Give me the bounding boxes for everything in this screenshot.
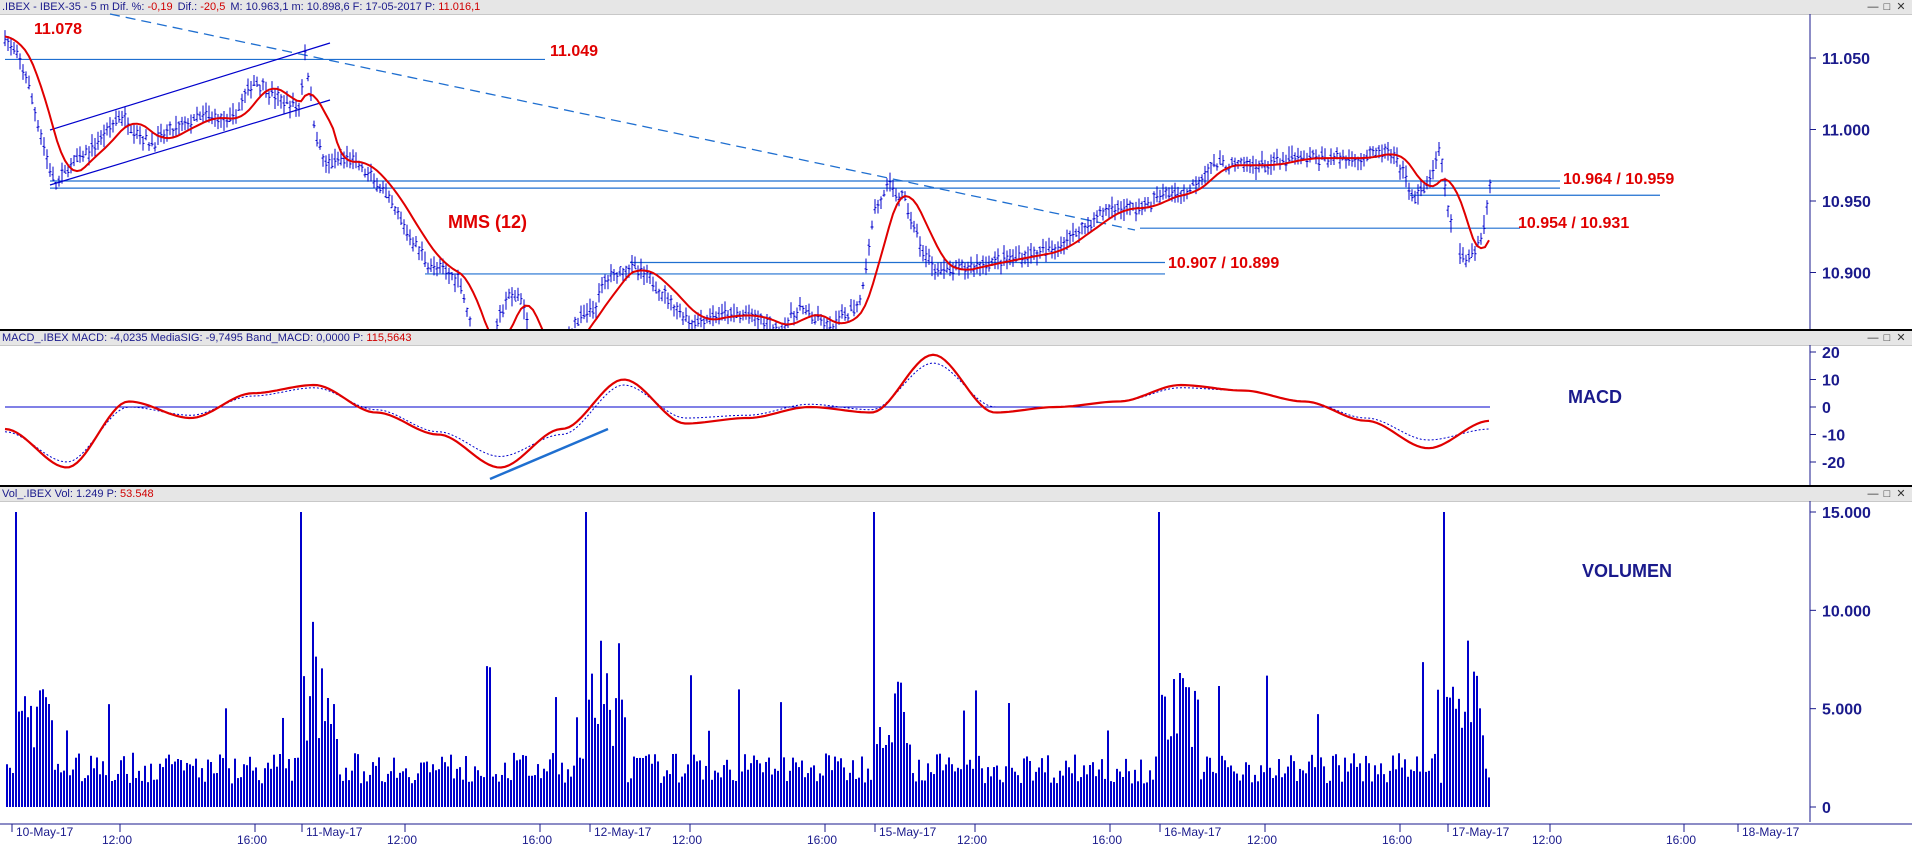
volume-panel: Vol_.IBEX Vol: 1.249 P: 53.548 — □ ✕ 15.00… — [0, 487, 1912, 822]
volume-panel-title: Vol_.IBEX Vol: 1.249 P: 53.548 — □ ✕ — [0, 487, 1912, 502]
macd-trendline — [489, 427, 609, 481]
x-date-label: 15-May-17 — [879, 825, 937, 839]
minimize-icon[interactable]: — — [1867, 488, 1879, 500]
mms-line — [4, 35, 1490, 330]
minimize-icon[interactable]: — — [1867, 332, 1879, 344]
volume-label: VOLUMEN — [1582, 561, 1672, 581]
x-date-label: 18-May-17 — [1742, 825, 1800, 839]
y-tick-label: 20 — [1822, 345, 1840, 362]
volume-chart: 15.000 10.000 5.000 0 VOLUMEN — [6, 501, 1871, 822]
channel-line-upper — [49, 42, 331, 131]
volume-bars — [6, 512, 1490, 807]
x-time-label: 12:00 — [1247, 833, 1277, 846]
price-panel-title: .IBEX - IBEX-35 - 5 m Dif. %: -0,19 Dif.… — [0, 0, 1912, 15]
x-time-label: 12:00 — [102, 833, 132, 846]
y-tick-label: 10 — [1822, 373, 1840, 390]
y-tick-label: 11.050 — [1822, 51, 1870, 68]
y-tick-label: 10.000 — [1822, 603, 1871, 620]
label-level-10907: 10.907 / 10.899 — [1168, 255, 1279, 272]
y-tick-label: 10.900 — [1822, 266, 1871, 283]
x-time-label: 12:00 — [672, 833, 702, 846]
label-level-10964: 10.964 / 10.959 — [1563, 171, 1674, 188]
macd-window-buttons: — □ ✕ — [1866, 331, 1908, 345]
x-date-label: 16-May-17 — [1164, 825, 1222, 839]
macd-signal-line — [4, 362, 1490, 463]
label-level-10954: 10.954 / 10.931 — [1518, 215, 1629, 232]
x-date-label: 17-May-17 — [1452, 825, 1510, 839]
trendline-dashed — [109, 13, 1136, 231]
x-time-label: 12:00 — [957, 833, 987, 846]
price-chart: 11.05011.00010.95010.90010.85011.07811.0… — [3, 13, 1871, 330]
price-panel: .IBEX - IBEX-35 - 5 m Dif. %: -0,19 Dif.… — [0, 0, 1912, 330]
close-icon[interactable]: ✕ — [1896, 488, 1906, 500]
y-tick-label: 15.000 — [1822, 505, 1871, 522]
y-tick-label: -20 — [1822, 455, 1845, 472]
price-window-buttons: — □ ✕ — [1866, 0, 1908, 14]
y-tick-label: 0 — [1822, 400, 1831, 417]
time-axis: 10-May-17 12:00 16:00 11-May-17 12:00 16:00 12… — [0, 823, 1912, 846]
y-tick-label: 0 — [1822, 800, 1831, 817]
x-time-label: 12:00 — [387, 833, 417, 846]
close-icon[interactable]: ✕ — [1896, 1, 1906, 13]
x-date-label: 10-May-17 — [16, 825, 74, 839]
channel-line-lower — [49, 99, 331, 186]
macd-label: MACD — [1568, 387, 1622, 407]
x-time-label: 16:00 — [1666, 833, 1696, 846]
y-tick-label: -10 — [1822, 428, 1845, 445]
x-date-label: 11-May-17 — [306, 825, 363, 839]
restore-icon[interactable]: □ — [1883, 1, 1891, 13]
macd-chart: 20 10 0 -10 -20 MACD — [4, 345, 1845, 485]
x-date-label: 12-May-17 — [594, 825, 652, 839]
label-high: 11.078 — [34, 21, 82, 38]
restore-icon[interactable]: □ — [1883, 332, 1891, 344]
volume-window-buttons: — □ ✕ — [1866, 487, 1908, 501]
x-time-label: 16:00 — [522, 833, 552, 846]
macd-line — [4, 353, 1490, 469]
y-tick-label: 5.000 — [1822, 702, 1862, 719]
x-time-label: 16:00 — [1092, 833, 1122, 846]
x-time-label: 16:00 — [1382, 833, 1412, 846]
macd-panel-title: MACD_.IBEX MACD: -4,0235 MediaSIG: -9,74… — [0, 331, 1912, 346]
candles — [3, 30, 1492, 330]
x-time-label: 16:00 — [807, 833, 837, 846]
x-time-label: 12:00 — [1532, 833, 1562, 846]
y-tick-label: 11.000 — [1822, 123, 1870, 140]
y-tick-label: 10.950 — [1822, 194, 1871, 211]
x-time-label: 16:00 — [237, 833, 267, 846]
minimize-icon[interactable]: — — [1867, 1, 1879, 13]
close-icon[interactable]: ✕ — [1896, 332, 1906, 344]
restore-icon[interactable]: □ — [1883, 488, 1891, 500]
macd-panel: MACD_.IBEX MACD: -4,0235 MediaSIG: -9,74… — [0, 331, 1912, 485]
label-resistance-11049: 11.049 — [550, 43, 598, 60]
label-mms: MMS (12) — [448, 212, 527, 232]
